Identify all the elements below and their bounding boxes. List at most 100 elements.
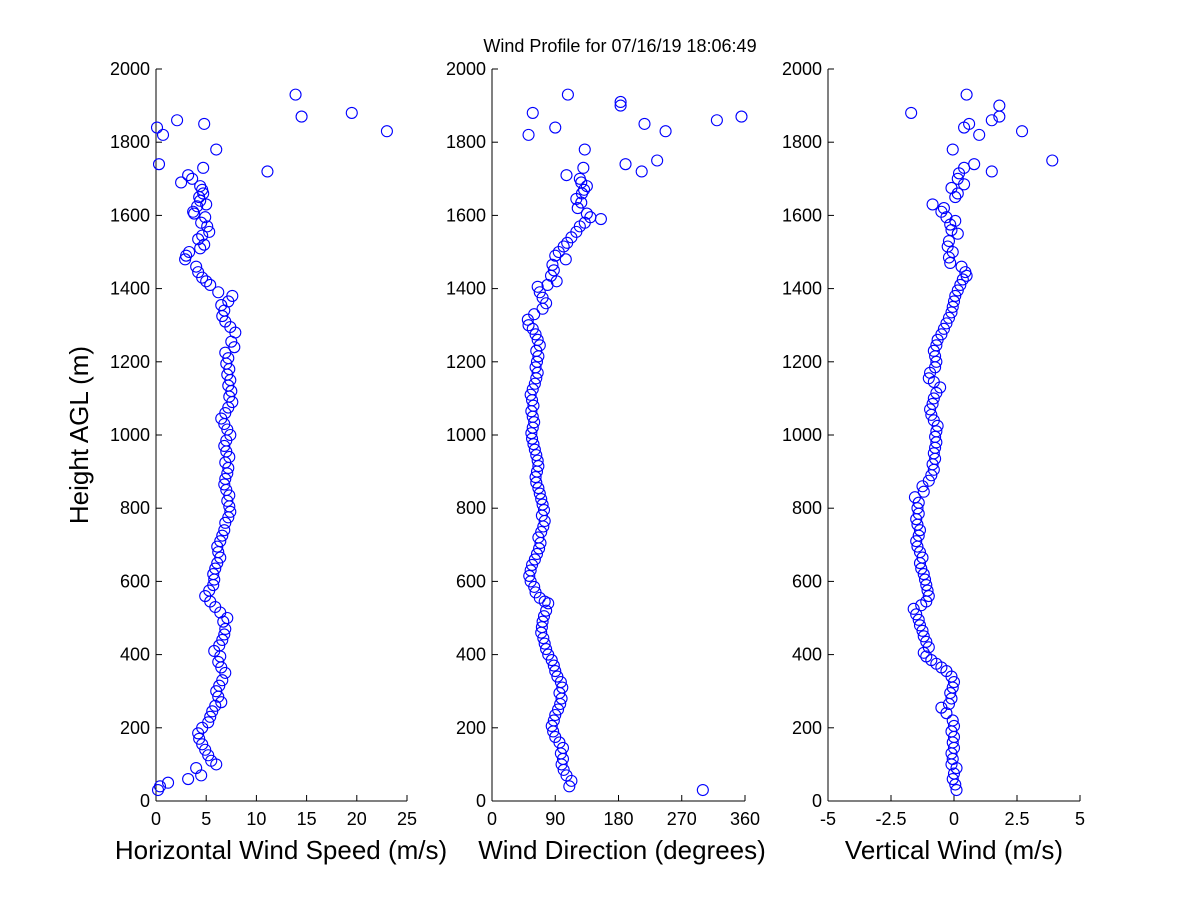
vertical-wind-point [942,311,956,324]
x-axis-label-wind-direction: Wind Direction (degrees) [478,835,766,865]
horizontal-wind-speed-point [175,176,188,189]
wind-direction-point [540,643,553,656]
wind-direction-point [561,88,574,101]
y-tick-label: 600 [120,571,150,591]
y-tick-label: 1000 [782,425,822,445]
y-tick-label: 0 [812,791,822,811]
horizontal-wind-speed-point [295,110,308,123]
x-tick-label: 270 [667,809,697,829]
y-tick-label: 200 [456,718,486,738]
horizontal-wind-speed-point [216,529,229,542]
y-tick-label: 1200 [782,352,822,372]
horizontal-wind-speed-point [171,114,184,127]
horizontal-wind-speed-point [200,275,213,288]
wind-direction-point [525,427,538,440]
wind-direction-point [542,648,555,661]
wind-direction-point [529,328,542,341]
horizontal-wind-speed-point [215,299,228,312]
wind-direction-point [523,569,536,582]
wind-direction-point [529,471,542,484]
horizontal-wind-speed-point [216,633,229,647]
vertical-wind-point [955,260,968,273]
wind-direction-point [530,449,543,462]
horizontal-wind-speed-panel: Horizontal Wind Speed (m/s) 020040060080… [110,59,447,865]
vertical-wind-point [951,227,964,240]
y-tick-label: 200 [792,718,822,738]
vertical-wind-point [927,344,940,357]
wind-direction-point [549,730,562,744]
vertical-wind-point [918,573,932,586]
vertical-wind-point [905,106,918,119]
horizontal-wind-speed-point [209,699,222,712]
wind-direction-point [614,95,627,108]
x-tick-label: 180 [603,809,633,829]
x-axis-label-vertical-wind: Vertical Wind (m/s) [845,835,1063,865]
wind-direction-point [528,553,541,566]
wind-direction-point [533,487,546,500]
horizontal-wind-speed-point [203,225,216,238]
vertical-wind-point [949,214,962,227]
vertical-wind-point [951,172,964,185]
vertical-wind-point [985,114,998,127]
x-tick-label: -5 [820,809,836,829]
vertical-wind-point [927,392,940,405]
horizontal-wind-speed-point [190,260,203,273]
x-tick-label: -2.5 [875,809,906,829]
x-tick-label: 2.5 [1004,809,1029,829]
vertical-wind-point [922,474,935,487]
vertical-wind-point [917,568,930,581]
vertical-wind-point [917,485,930,498]
vertical-wind-point [956,273,969,286]
wind-direction-point [580,207,593,220]
vertical-wind-point [946,143,959,156]
horizontal-wind-speed-point [218,628,231,641]
wind-direction-point [594,213,607,226]
y-axis-label: Height AGL (m) [64,346,94,524]
vertical-wind-point [916,624,929,637]
horizontal-wind-speed-point [192,266,205,279]
horizontal-wind-speed-point [153,780,167,793]
horizontal-wind-speed-point [380,125,393,138]
horizontal-wind-speed-point [201,220,214,233]
wind-direction-point [535,492,548,506]
vertical-wind-point [937,202,950,215]
vertical-wind-point [913,524,927,537]
vertical-wind-point [944,686,957,700]
x-tick-label: 20 [347,809,367,829]
horizontal-wind-speed-point [188,207,201,220]
vertical-wind-point [910,535,923,548]
y-tick-label: 600 [456,571,486,591]
y-tick-label: 400 [792,645,822,665]
vertical-wind-point [924,403,937,416]
y-tick-label: 1200 [446,352,486,372]
horizontal-wind-speed-point [219,346,232,359]
vertical-wind-point [947,675,961,689]
x-tick-label: 90 [545,809,565,829]
vertical-wind-point [947,295,961,308]
wind-direction-point [549,708,562,722]
horizontal-wind-speed-point [261,165,274,178]
vertical-wind-point [941,240,954,253]
vertical-wind-point [908,491,921,504]
horizontal-wind-speed-point [195,769,208,782]
y-tick-label: 0 [140,791,150,811]
horizontal-wind-speed-point [150,121,164,134]
horizontal-wind-speed-point [212,286,225,299]
vertical-wind-point [922,641,935,654]
horizontal-wind-speed-point [186,172,199,185]
horizontal-wind-speed-point [219,472,232,485]
wind-direction-point [533,339,546,352]
x-tick-label: 0 [487,809,497,829]
horizontal-wind-speed-point [217,615,230,628]
vertical-wind-point [947,767,961,780]
vertical-wind-panel: Vertical Wind (m/s) 0 200 400 600 800 1000 120… [782,59,1085,865]
vertical-wind-point [963,117,976,130]
vertical-wind-point [949,289,962,302]
horizontal-wind-speed-point [209,562,222,575]
vertical-wind-point [916,551,929,564]
wind-direction-point [537,503,551,517]
y-tick-label: 1600 [782,205,822,225]
wind-direction-point [549,121,562,134]
wind-direction-point [547,659,560,672]
